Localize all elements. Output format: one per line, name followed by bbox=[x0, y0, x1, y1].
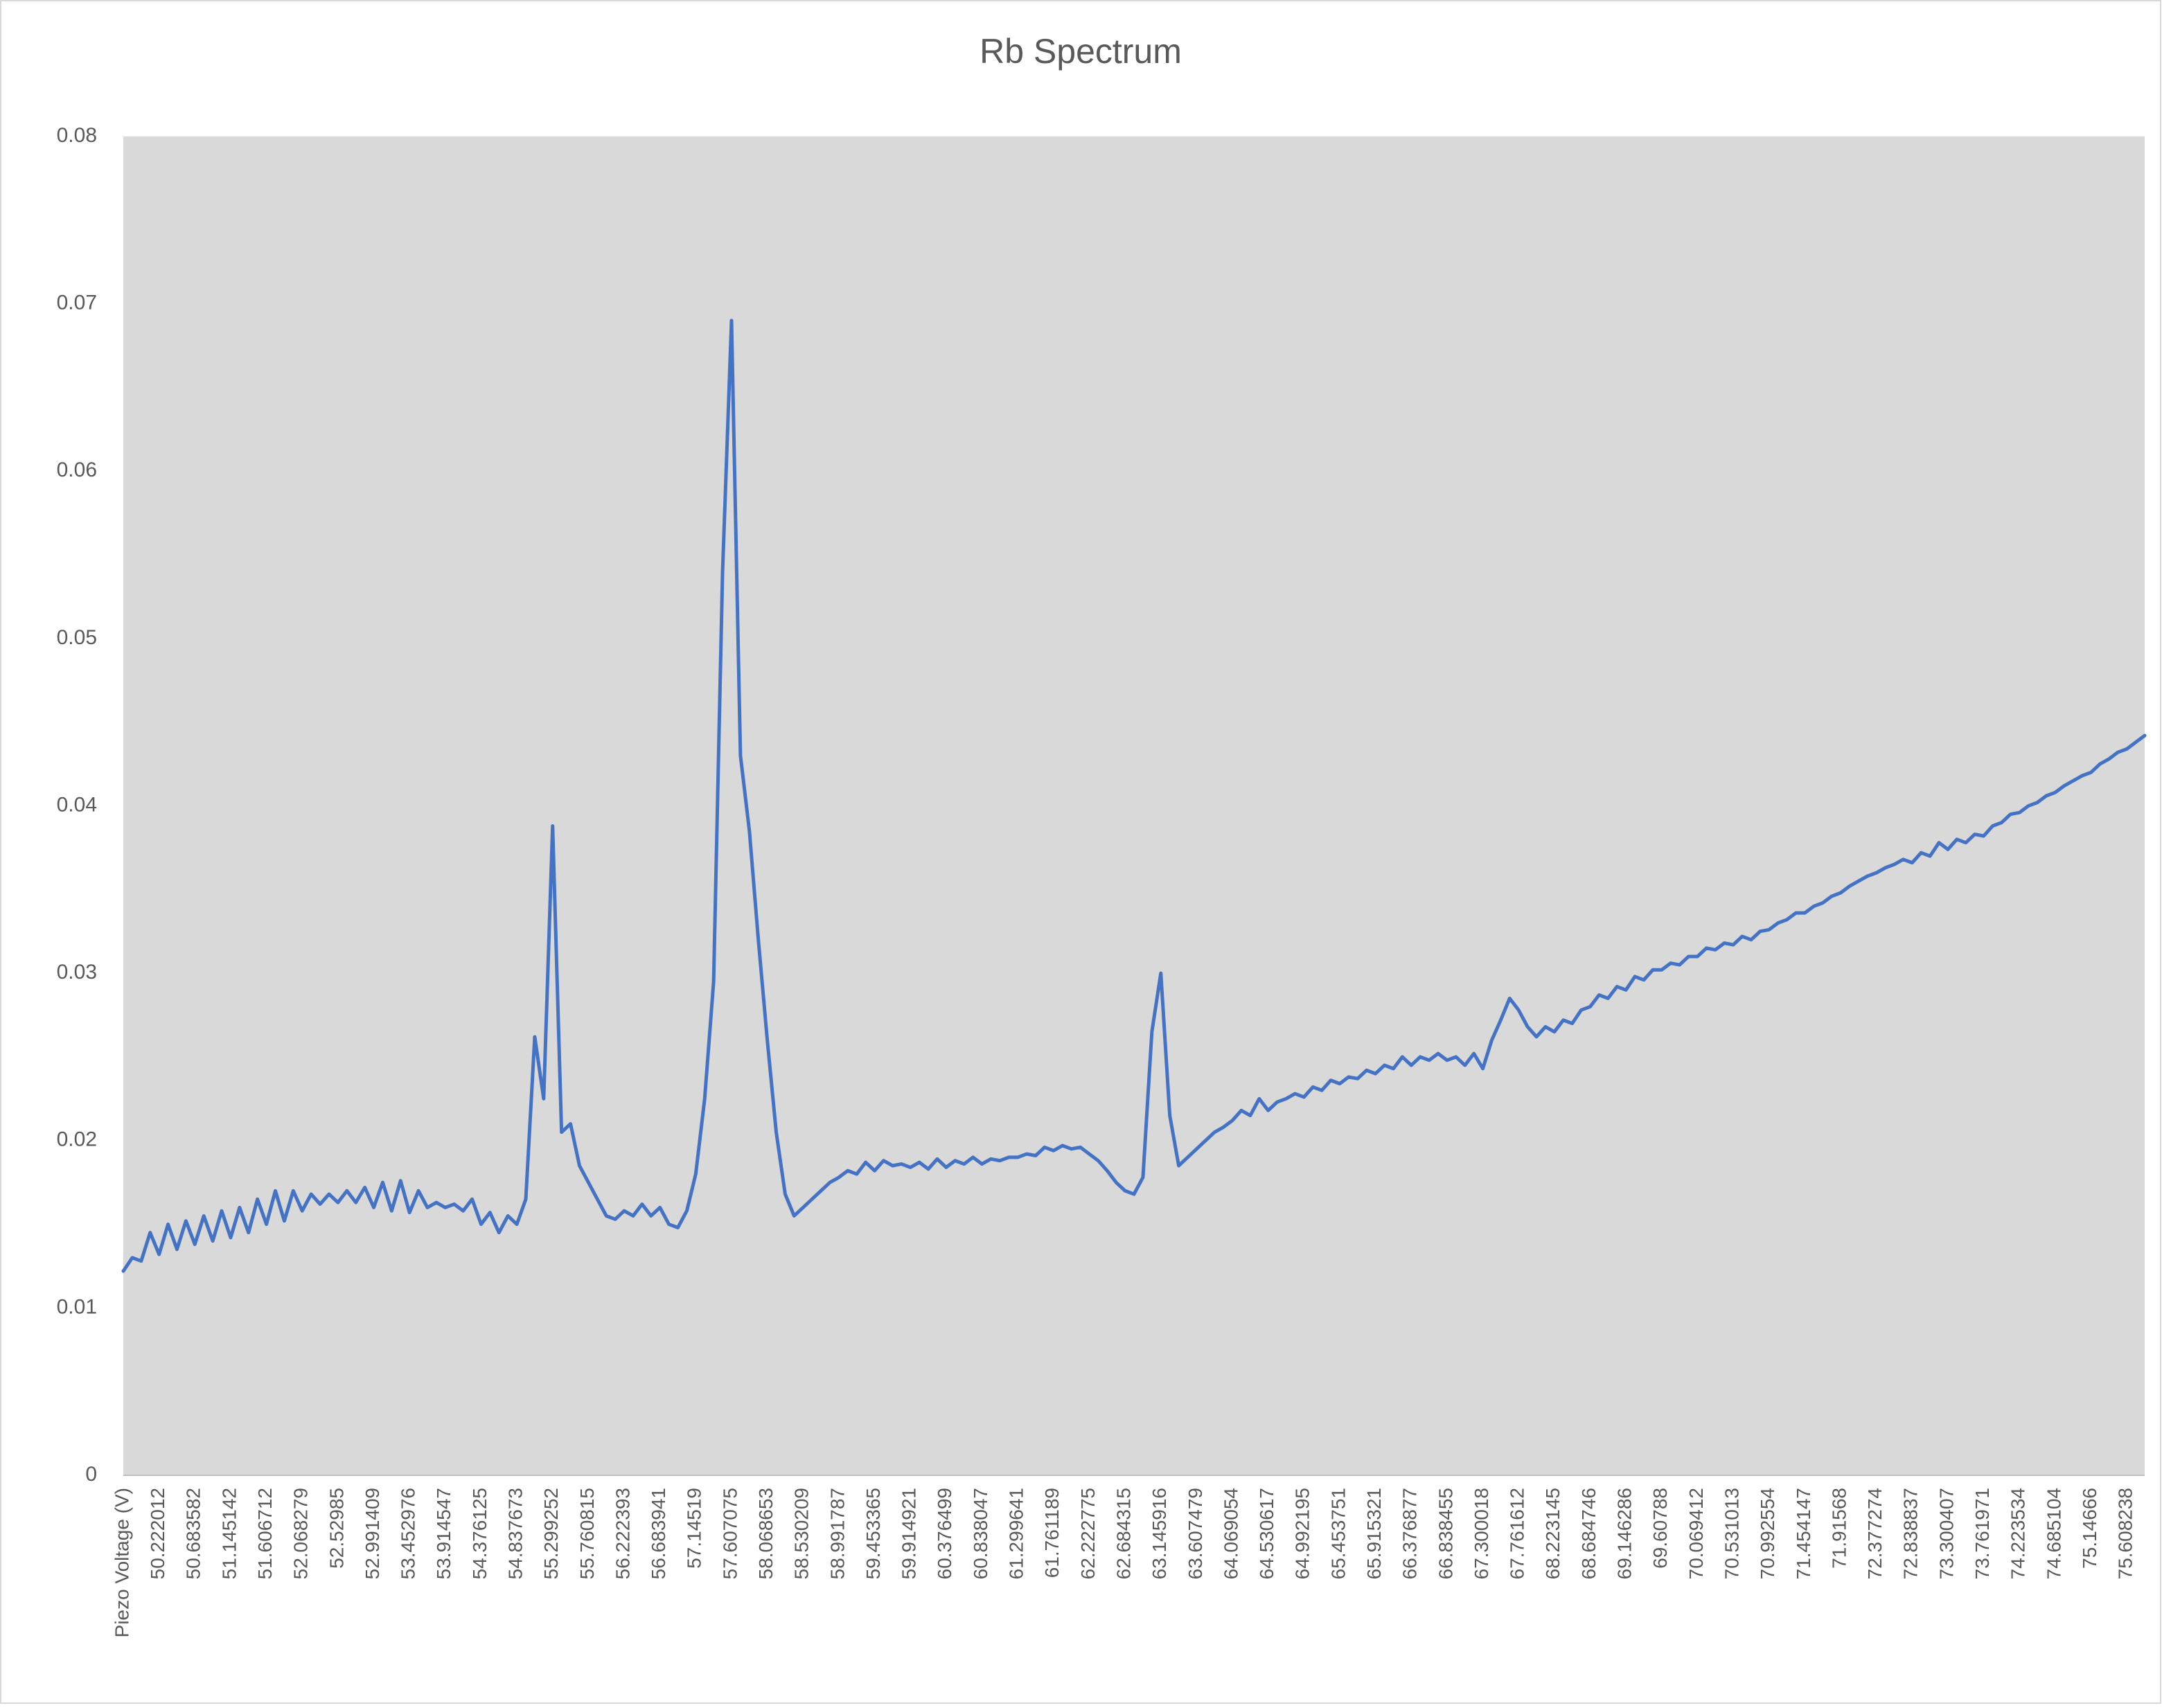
y-tick-label: 0.07 bbox=[57, 292, 97, 314]
y-tick-label: 0.03 bbox=[57, 961, 97, 984]
x-tick-label: 74.223534 bbox=[2008, 1488, 2029, 1579]
x-tick-label: 58.530209 bbox=[791, 1488, 813, 1579]
y-tick-label: 0.01 bbox=[57, 1295, 97, 1318]
x-tick-label: 58.991787 bbox=[826, 1488, 848, 1579]
x-tick-label: 70.531013 bbox=[1721, 1488, 1742, 1579]
data-line bbox=[121, 319, 2147, 1273]
x-tick-label: 52.991409 bbox=[362, 1488, 383, 1579]
x-tick-label: 60.838047 bbox=[970, 1488, 991, 1579]
x-tick-label: 75.14666 bbox=[2079, 1488, 2100, 1569]
x-tick-label: 61.761189 bbox=[1041, 1488, 1063, 1578]
y-tick-label: 0 bbox=[85, 1463, 97, 1486]
x-tick-label: 70.992554 bbox=[1757, 1488, 1778, 1579]
x-tick-label: 68.684746 bbox=[1578, 1488, 1600, 1579]
x-tick-label: 71.454147 bbox=[1793, 1488, 1814, 1579]
x-tick-label: 73.761971 bbox=[1972, 1488, 1993, 1579]
x-tick-label: 74.685104 bbox=[2043, 1488, 2064, 1579]
x-tick-label: 53.452976 bbox=[398, 1488, 419, 1579]
x-tick-label: 54.837673 bbox=[504, 1488, 526, 1579]
x-tick-label: 58.068653 bbox=[755, 1488, 777, 1579]
x-tick-label: 72.377274 bbox=[1864, 1488, 1886, 1579]
x-tick-label: 63.145916 bbox=[1149, 1488, 1170, 1579]
x-tick-label: 56.222393 bbox=[612, 1488, 633, 1579]
x-tick-label: 67.300018 bbox=[1471, 1488, 1492, 1579]
x-tick-label: 53.914547 bbox=[433, 1488, 454, 1579]
x-tick-label: 64.992195 bbox=[1292, 1488, 1313, 1579]
x-tick-label: 52.52985 bbox=[326, 1488, 347, 1569]
x-tick-label: 65.915321 bbox=[1363, 1488, 1385, 1579]
x-tick-label: 71.91568 bbox=[1828, 1488, 1850, 1569]
x-tick-label: 59.914921 bbox=[898, 1488, 920, 1579]
x-tick-label: 60.376499 bbox=[934, 1488, 955, 1579]
x-tick-label: 61.299641 bbox=[1006, 1488, 1027, 1579]
x-tick-label: 57.14519 bbox=[684, 1488, 705, 1569]
x-tick-label: 66.376877 bbox=[1399, 1488, 1421, 1579]
x-tick-label: 73.300407 bbox=[1935, 1488, 1957, 1579]
x-tick-label: 52.068279 bbox=[290, 1488, 312, 1579]
x-tick-label: 64.069054 bbox=[1220, 1488, 1241, 1579]
x-tick-label: 50.222012 bbox=[147, 1488, 168, 1579]
y-tick-label: 0.06 bbox=[57, 459, 97, 481]
x-tick-label: 69.60788 bbox=[1649, 1488, 1671, 1569]
x-tick-label: 62.684315 bbox=[1113, 1488, 1134, 1579]
y-tick-label: 0.08 bbox=[57, 124, 97, 147]
x-tick-label: 72.838837 bbox=[1900, 1488, 1922, 1579]
x-tick-label: 57.607075 bbox=[719, 1488, 741, 1579]
plot-area bbox=[123, 136, 2145, 1475]
x-tick-label: 66.838455 bbox=[1435, 1488, 1456, 1579]
x-tick-label: 65.453751 bbox=[1327, 1488, 1349, 1579]
x-tick-label: 75.608238 bbox=[2115, 1488, 2136, 1579]
x-tick-label: 55.760815 bbox=[576, 1488, 598, 1579]
chart-title: Rb Spectrum bbox=[980, 32, 1182, 71]
x-tick-label: 62.222775 bbox=[1077, 1488, 1099, 1579]
x-tick-label: 63.607479 bbox=[1185, 1488, 1206, 1579]
x-tick-label: 68.223145 bbox=[1542, 1488, 1563, 1579]
x-tick-label: 64.530617 bbox=[1256, 1488, 1277, 1579]
y-tick-label: 0.04 bbox=[57, 793, 97, 816]
x-tick-label: 59.453365 bbox=[862, 1488, 884, 1579]
x-tick-label: 56.683941 bbox=[648, 1488, 669, 1579]
x-tick-label: 69.146286 bbox=[1614, 1488, 1636, 1579]
x-tick-label: 55.299252 bbox=[540, 1488, 562, 1579]
x-tick-label: 54.376125 bbox=[469, 1488, 490, 1579]
x-tick-label: 50.683582 bbox=[183, 1488, 204, 1579]
x-tick-label: Piezo Voltage (V) bbox=[111, 1488, 132, 1637]
x-tick-label: 51.145142 bbox=[218, 1488, 240, 1579]
x-tick-label: 70.069412 bbox=[1685, 1488, 1707, 1579]
y-tick-label: 0.02 bbox=[57, 1128, 97, 1151]
x-tick-label: 51.606712 bbox=[254, 1488, 276, 1579]
x-tick-label: 67.761612 bbox=[1507, 1488, 1528, 1579]
y-tick-label: 0.05 bbox=[57, 626, 97, 649]
